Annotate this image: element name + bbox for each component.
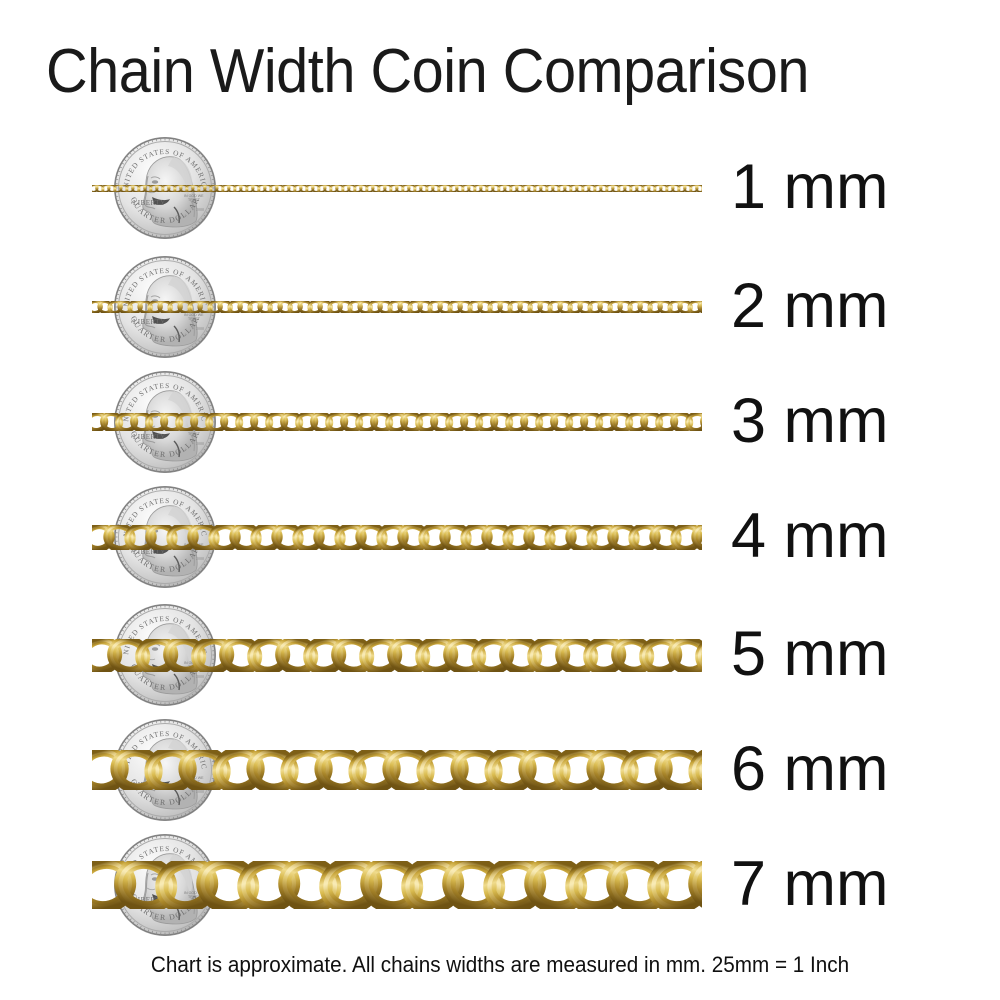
- footer-note: Chart is approximate. All chains widths …: [150, 952, 850, 977]
- chain-width-label-1mm: 1 mm: [731, 152, 889, 222]
- chain-row-4mm: UNITED STATES OF AMERICA QUARTER DOLLAR …: [0, 472, 1000, 602]
- chain-row-2mm: UNITED STATES OF AMERICA QUARTER DOLLAR …: [0, 242, 1000, 372]
- svg-text:2000: 2000: [196, 556, 204, 561]
- gold-curb-chain-3mm: [92, 413, 702, 431]
- svg-text:LIBERTY: LIBERTY: [133, 548, 166, 556]
- svg-text:LIBERTY: LIBERTY: [133, 199, 166, 207]
- svg-text:IN GOD WE: IN GOD WE: [184, 194, 204, 198]
- svg-text:TRUST: TRUST: [188, 198, 201, 202]
- svg-text:TRUST: TRUST: [188, 432, 201, 436]
- svg-text:2000: 2000: [196, 326, 204, 331]
- chain-row-5mm: UNITED STATES OF AMERICA QUARTER DOLLAR …: [0, 590, 1000, 720]
- svg-text:2000: 2000: [196, 207, 204, 212]
- chain-row-6mm: UNITED STATES OF AMERICA QUARTER DOLLAR …: [0, 705, 1000, 835]
- chain-width-label-6mm: 6 mm: [731, 734, 889, 804]
- gold-curb-chain-1mm: [92, 184, 702, 192]
- chain-row-3mm: UNITED STATES OF AMERICA QUARTER DOLLAR …: [0, 357, 1000, 487]
- svg-text:IN GOD WE: IN GOD WE: [184, 428, 204, 432]
- svg-text:LIBERTY: LIBERTY: [133, 318, 166, 326]
- gold-curb-chain-5mm: [92, 638, 702, 672]
- svg-text:IN GOD WE: IN GOD WE: [184, 891, 204, 895]
- svg-text:LIBERTY: LIBERTY: [133, 896, 166, 904]
- svg-text:2000: 2000: [196, 674, 204, 679]
- page-title: Chain Width Coin Comparison: [46, 37, 809, 106]
- quarter-coin-icon: UNITED STATES OF AMERICA QUARTER DOLLAR …: [112, 135, 218, 241]
- quarter-coin-icon: UNITED STATES OF AMERICA QUARTER DOLLAR …: [112, 484, 218, 590]
- gold-curb-chain-7mm: [92, 861, 702, 909]
- chain-width-label-7mm: 7 mm: [731, 849, 889, 919]
- svg-text:TRUST: TRUST: [188, 895, 201, 899]
- chain-width-label-4mm: 4 mm: [731, 501, 889, 571]
- gold-curb-chain-6mm: [92, 750, 702, 790]
- svg-text:2000: 2000: [196, 441, 204, 446]
- svg-text:LIBERTY: LIBERTY: [133, 433, 166, 441]
- chain-width-label-5mm: 5 mm: [731, 619, 889, 689]
- svg-text:IN GOD WE: IN GOD WE: [184, 313, 204, 317]
- quarter-coin-icon: UNITED STATES OF AMERICA QUARTER DOLLAR …: [112, 254, 218, 360]
- gold-curb-chain-4mm: [92, 524, 702, 550]
- svg-text:2000: 2000: [196, 789, 204, 794]
- chain-row-1mm: UNITED STATES OF AMERICA QUARTER DOLLAR …: [0, 123, 1000, 253]
- svg-text:TRUST: TRUST: [188, 547, 201, 551]
- chain-width-label-3mm: 3 mm: [731, 386, 889, 456]
- chain-row-7mm: UNITED STATES OF AMERICA QUARTER DOLLAR …: [0, 820, 1000, 950]
- gold-curb-chain-2mm: [92, 301, 702, 313]
- svg-text:TRUST: TRUST: [188, 317, 201, 321]
- chain-width-label-2mm: 2 mm: [731, 271, 889, 341]
